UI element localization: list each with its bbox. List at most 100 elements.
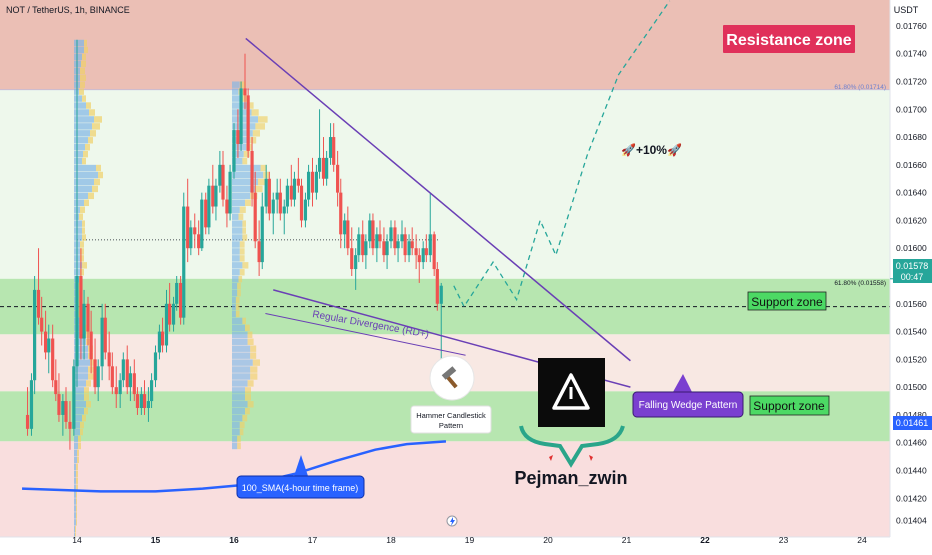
volume-profile-buy-bar [74, 421, 80, 429]
candle-body [139, 394, 143, 408]
volume-profile-buy-bar [74, 164, 96, 172]
wedge-upper-line [245, 37, 631, 362]
volume-profile-buy-bar [232, 310, 236, 318]
x-tick-label: 24 [857, 535, 867, 545]
volume-profile-sell-bar [84, 199, 89, 207]
currency-label: USDT [894, 5, 919, 15]
candle-body [171, 303, 176, 325]
volume-profile-buy-bar [232, 387, 245, 394]
volume-profile-sell-bar [245, 394, 251, 401]
candle-body [264, 178, 268, 207]
volume-profile-sell-bar [80, 67, 85, 75]
candle-body [389, 227, 393, 242]
volume-profile-buy-bar [74, 373, 88, 380]
volume-profile-sell-bar [80, 206, 85, 213]
volume-profile-sell-bar [82, 157, 86, 165]
volume-profile-sell-bar [94, 116, 102, 123]
sma-callout: 100_SMA(4-hour time frame) [236, 455, 365, 499]
candle-body [72, 366, 76, 429]
volume-profile-buy-bar [74, 109, 89, 116]
volume-profile-buy-bar [232, 338, 248, 345]
y-tick-label: 0.01760 [896, 21, 927, 31]
volume-profile-sell-bar [78, 442, 81, 450]
volume-profile-sell-bar [77, 449, 79, 457]
volume-profile-buy-bar [232, 178, 258, 186]
candle-body [432, 234, 436, 270]
volume-profile-buy-bar [74, 526, 75, 533]
volume-profile-buy-bar [232, 192, 251, 200]
volume-profile-buy-bar [232, 303, 236, 311]
volume-profile-sell-bar [84, 408, 88, 415]
volume-profile-sell-bar [242, 227, 246, 234]
volume-profile-buy-bar [232, 116, 258, 123]
volume-profile-buy-bar [232, 421, 240, 429]
candle-body [400, 234, 404, 242]
y-tick-label: 0.01720 [896, 76, 927, 86]
candle-body [214, 185, 218, 207]
candle-body [186, 206, 190, 249]
volume-profile-sell-bar [235, 296, 240, 304]
author-name: Pejman_zwin [514, 468, 627, 488]
volume-profile-sell-bar [92, 123, 100, 130]
volume-profile-sell-bar [82, 220, 85, 227]
candle-body [357, 234, 361, 256]
candle-body [299, 185, 304, 221]
volume-profile-sell-bar [252, 130, 260, 137]
candle-body [100, 317, 104, 367]
volume-profile-buy-bar [232, 95, 243, 102]
volume-profile-buy-bar [74, 144, 85, 151]
volume-profile-sell-bar [76, 477, 78, 484]
candle-body [271, 199, 275, 214]
candle-body [93, 359, 97, 388]
y-tick-label: 0.01480 [896, 410, 927, 420]
volume-profile-sell-bar [245, 387, 251, 394]
projection-path [453, 0, 671, 308]
candle-body [96, 366, 100, 388]
candle-body [378, 234, 382, 242]
candle-body [239, 88, 243, 144]
volume-profile-buy-bar [232, 289, 238, 297]
volume-profile-buy-bar [74, 199, 84, 207]
zones-layer [0, 0, 890, 537]
volume-profile-sell-bar [82, 234, 86, 241]
volume-profile-buy-bar [74, 533, 75, 540]
volume-profile-sell-bar [88, 373, 94, 380]
volume-profile-sell-bar [86, 338, 91, 345]
support-zone-label-1: Support zone [751, 295, 823, 309]
volume-profile-buy-bar [232, 262, 243, 269]
fib-upper-label: 61.80% (0.01714) [834, 84, 886, 91]
volume-profile-buy-bar [232, 428, 240, 436]
volume-profile-sell-bar [239, 206, 246, 213]
volume-profile-buy-bar [232, 401, 248, 408]
candle-body [282, 206, 286, 214]
resistance-zone-badge: Resistance zone [723, 25, 855, 53]
volume-profile-sell-bar [90, 359, 96, 366]
candle-body [314, 171, 319, 193]
volume-profile-buy-bar [232, 171, 264, 179]
volume-profile-buy-bar [74, 157, 82, 165]
volume-profile-sell-bar [77, 456, 79, 464]
volume-profile-sell-bar [86, 401, 91, 408]
y-tick-label: 0.01660 [896, 160, 927, 170]
candle-body [157, 331, 162, 353]
volume-profile-buy-bar [74, 428, 80, 436]
candle-body [296, 178, 300, 186]
candle-body [232, 130, 236, 172]
candle-body [189, 227, 193, 249]
candle-body [343, 220, 347, 235]
y-tick-label: 0.01404 [896, 516, 927, 526]
volume-profile-sell-bar [260, 164, 267, 172]
candle-body [260, 206, 264, 263]
candle-body [285, 185, 289, 207]
volume-profile-sell-bar [82, 95, 86, 102]
volume-profile-sell-bar [250, 345, 257, 352]
volume-profile-buy-bar [232, 345, 251, 352]
fib-lower-label: 61.80% (0.01558) [834, 280, 886, 287]
candle-body [110, 366, 114, 388]
volume-profile-sell-bar [245, 408, 250, 415]
volume-profile-buy-bar [232, 227, 243, 234]
volume-profile-buy-bar [74, 102, 86, 109]
volume-profile-buy-bar [74, 324, 84, 332]
mid-zone-upper [0, 89, 890, 279]
volume-profile-sell-bar [80, 248, 84, 255]
